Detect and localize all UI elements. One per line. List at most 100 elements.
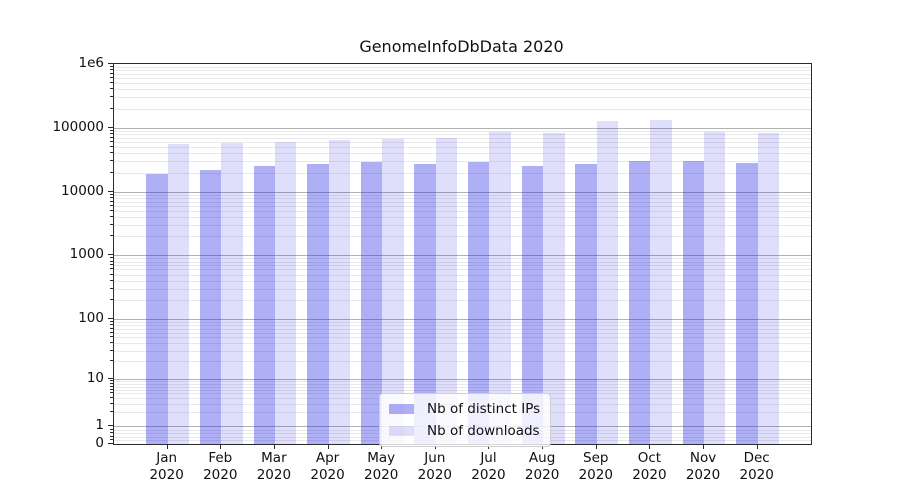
y-minor-tick xyxy=(110,196,113,199)
x-tick-label-nov: Nov 2020 xyxy=(685,450,721,483)
y-minor-tick xyxy=(110,396,113,399)
gridline-minor xyxy=(114,66,811,68)
y-minor-tick xyxy=(110,392,113,394)
bar-oct-distinct-ips xyxy=(629,161,651,444)
x-tick xyxy=(595,444,598,449)
y-minor-tick xyxy=(110,107,113,110)
y-minor-tick xyxy=(110,209,113,212)
y-tick-label: 1 xyxy=(95,417,104,433)
gridline-minor xyxy=(114,78,811,80)
y-minor-tick xyxy=(110,193,113,196)
y-minor-tick xyxy=(110,432,113,434)
y-minor-tick xyxy=(110,200,113,203)
y-minor-tick xyxy=(110,69,113,71)
x-tick-label-mar: Mar 2020 xyxy=(256,450,292,483)
y-minor-tick xyxy=(110,402,113,405)
bar-feb-downloads xyxy=(221,143,243,444)
y-minor-tick xyxy=(110,152,113,154)
x-tick-label-apr: Apr 2020 xyxy=(310,450,345,483)
x-tick-label-jan: Jan 2020 xyxy=(149,450,184,483)
y-minor-tick xyxy=(110,385,113,388)
y-minor-tick xyxy=(110,382,113,385)
legend-item-downloads: Nb of downloads xyxy=(389,422,540,440)
y-minor-tick xyxy=(110,428,113,431)
plot-area: Nb of distinct IPs Nb of downloads xyxy=(113,63,812,447)
y-minor-tick xyxy=(110,336,113,338)
y-tick-label: 1e6 xyxy=(78,55,104,71)
bar-jan-distinct-ips xyxy=(146,173,168,444)
x-tick xyxy=(703,444,705,449)
chart-title: GenomeInfoDbData 2020 xyxy=(359,37,564,56)
y-minor-tick xyxy=(110,88,113,90)
y-tick xyxy=(108,318,113,320)
y-minor-tick xyxy=(110,77,113,79)
y-tick-label: 1000 xyxy=(69,246,104,263)
gridline-major xyxy=(114,128,811,129)
y-tick xyxy=(108,443,113,445)
y-tick-label: 100 xyxy=(78,310,104,327)
y-minor-tick xyxy=(110,380,113,382)
bar-aug-downloads xyxy=(543,132,565,444)
y-tick xyxy=(108,63,113,65)
bar-jul-downloads xyxy=(489,132,511,444)
y-minor-tick xyxy=(110,327,113,330)
y-minor-tick xyxy=(110,287,113,290)
x-tick-label-jun: Jun 2020 xyxy=(417,450,452,483)
y-minor-tick xyxy=(110,235,113,237)
y-tick xyxy=(108,190,113,193)
x-tick xyxy=(166,444,169,449)
x-tick-label-dec: Dec 2020 xyxy=(739,450,774,483)
x-tick-label-sep: Sep 2020 xyxy=(578,450,613,483)
y-minor-tick xyxy=(110,136,113,139)
y-minor-tick xyxy=(110,435,113,438)
gridline-minor xyxy=(114,73,811,75)
bar-may-downloads xyxy=(382,138,404,444)
bar-nov-downloads xyxy=(704,131,726,444)
y-minor-tick xyxy=(110,273,113,276)
y-minor-tick xyxy=(110,141,113,143)
gridline-minor xyxy=(114,83,811,85)
y-minor-tick xyxy=(110,129,113,132)
y-minor-tick xyxy=(110,299,113,301)
y-minor-tick xyxy=(110,171,113,174)
legend: Nb of distinct IPs Nb of downloads xyxy=(379,393,552,447)
gridline-minor xyxy=(114,70,811,72)
bar-feb-distinct-ips xyxy=(199,170,222,444)
bar-mar-downloads xyxy=(274,141,297,444)
y-minor-tick xyxy=(110,360,113,362)
bar-oct-downloads xyxy=(650,119,672,444)
bar-mar-distinct-ips xyxy=(253,166,275,444)
legend-label-distinct-ips: Nb of distinct IPs xyxy=(427,401,541,417)
gridline-minor xyxy=(114,108,811,110)
y-tick xyxy=(108,425,113,427)
x-tick xyxy=(220,444,222,449)
y-minor-tick xyxy=(110,204,113,207)
gridline-minor xyxy=(114,89,811,91)
y-tick-label: 10000 xyxy=(61,182,104,199)
y-tick xyxy=(108,254,113,256)
y-minor-tick xyxy=(110,264,113,266)
x-tick-label-aug: Aug 2020 xyxy=(524,450,560,483)
x-tick xyxy=(273,444,276,449)
bar-dec-distinct-ips xyxy=(736,162,758,444)
x-tick-label-oct: Oct 2020 xyxy=(632,450,667,483)
y-minor-tick xyxy=(110,216,113,218)
y-tick-label: 10 xyxy=(86,370,104,387)
bar-apr-distinct-ips xyxy=(307,163,329,444)
x-tick xyxy=(756,444,759,449)
x-tick-label-may: May 2020 xyxy=(364,450,399,483)
bar-may-distinct-ips xyxy=(360,161,383,444)
bar-jun-downloads xyxy=(435,137,458,444)
legend-swatch-downloads xyxy=(389,426,414,436)
y-minor-tick xyxy=(110,65,113,68)
y-minor-tick xyxy=(110,268,113,270)
bar-jun-distinct-ips xyxy=(414,163,436,444)
bar-sep-downloads xyxy=(596,120,619,444)
y-minor-tick xyxy=(110,146,113,148)
x-tick-label-jul: Jul 2020 xyxy=(471,450,506,483)
legend-item-distinct-ips: Nb of distinct IPs xyxy=(389,400,540,418)
y-minor-tick xyxy=(110,342,113,344)
bar-jan-downloads xyxy=(167,144,190,444)
y-minor-tick xyxy=(110,82,113,84)
x-tick xyxy=(649,444,651,449)
